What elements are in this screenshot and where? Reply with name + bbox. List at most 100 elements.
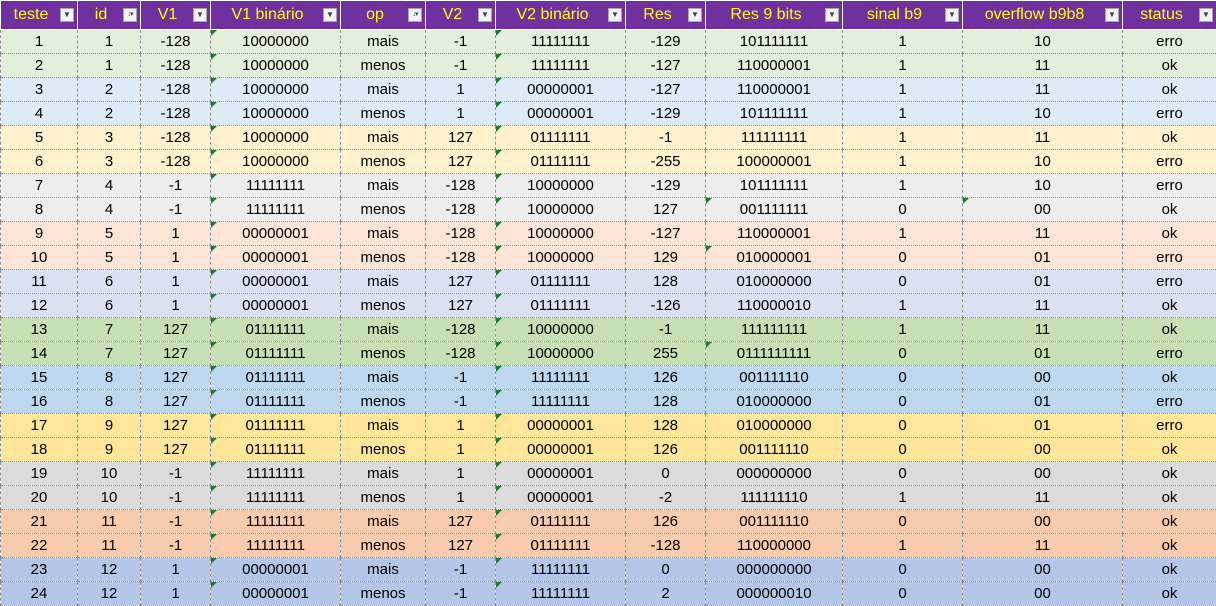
cell-v1-binario[interactable]: 00000001 [211, 582, 341, 606]
cell-status[interactable]: erro [1123, 150, 1216, 174]
cell-v2-binario[interactable]: 00000001 [496, 462, 626, 486]
cell-res[interactable]: -127 [626, 78, 706, 102]
cell-v2[interactable]: 127 [426, 534, 496, 558]
cell-res[interactable]: -126 [626, 294, 706, 318]
cell-teste[interactable]: 7 [1, 174, 78, 198]
column-header-res[interactable]: Res▼ [626, 1, 706, 30]
cell-v2[interactable]: -128 [426, 198, 496, 222]
cell-res[interactable]: 255 [626, 342, 706, 366]
cell-sinal-b9[interactable]: 0 [843, 462, 963, 486]
column-header-status[interactable]: status▼ [1123, 1, 1216, 30]
cell-sinal-b9[interactable]: 1 [843, 150, 963, 174]
cell-op[interactable]: menos [341, 342, 426, 366]
cell-v1[interactable]: 1 [141, 270, 211, 294]
cell-res[interactable]: 2 [626, 582, 706, 606]
cell-v2[interactable]: 127 [426, 270, 496, 294]
filter-dropdown-icon[interactable]: ▼ [323, 8, 337, 22]
cell-res[interactable]: -127 [626, 222, 706, 246]
column-header-v2-binario[interactable]: V2 binário▼ [496, 1, 626, 30]
cell-v2-binario[interactable]: 11111111 [496, 558, 626, 582]
column-header-v1-binario[interactable]: V1 binário▼ [211, 1, 341, 30]
cell-v2-binario[interactable]: 00000001 [496, 438, 626, 462]
cell-res[interactable]: 128 [626, 390, 706, 414]
cell-sinal-b9[interactable]: 1 [843, 78, 963, 102]
cell-sinal-b9[interactable]: 0 [843, 390, 963, 414]
cell-v1-binario[interactable]: 01111111 [211, 438, 341, 462]
cell-res-9-bits[interactable]: 101111111 [706, 30, 843, 54]
cell-v2-binario[interactable]: 01111111 [496, 270, 626, 294]
cell-v1[interactable]: -128 [141, 126, 211, 150]
cell-v1-binario[interactable]: 00000001 [211, 246, 341, 270]
cell-status[interactable]: erro [1123, 390, 1216, 414]
cell-v1-binario[interactable]: 10000000 [211, 126, 341, 150]
cell-teste[interactable]: 17 [1, 414, 78, 438]
cell-res-9-bits[interactable]: 111111111 [706, 126, 843, 150]
cell-sinal-b9[interactable]: 1 [843, 102, 963, 126]
cell-res-9-bits[interactable]: 101111111 [706, 102, 843, 126]
cell-teste[interactable]: 1 [1, 30, 78, 54]
cell-v1[interactable]: 127 [141, 342, 211, 366]
cell-res[interactable]: 128 [626, 270, 706, 294]
cell-v2-binario[interactable]: 01111111 [496, 126, 626, 150]
cell-op[interactable]: mais [341, 126, 426, 150]
cell-op[interactable]: mais [341, 366, 426, 390]
cell-overflow-b9b8[interactable]: 00 [963, 366, 1123, 390]
cell-op[interactable]: mais [341, 462, 426, 486]
cell-status[interactable]: ok [1123, 126, 1216, 150]
cell-res-9-bits[interactable]: 000000000 [706, 558, 843, 582]
cell-teste[interactable]: 14 [1, 342, 78, 366]
cell-id[interactable]: 6 [78, 270, 141, 294]
cell-op[interactable]: mais [341, 414, 426, 438]
cell-status[interactable]: ok [1123, 222, 1216, 246]
cell-res-9-bits[interactable]: 010000000 [706, 390, 843, 414]
cell-res[interactable]: 126 [626, 366, 706, 390]
cell-res-9-bits[interactable]: 001111110 [706, 438, 843, 462]
cell-res-9-bits[interactable]: 110000001 [706, 54, 843, 78]
cell-sinal-b9[interactable]: 1 [843, 126, 963, 150]
cell-status[interactable]: ok [1123, 486, 1216, 510]
cell-sinal-b9[interactable]: 1 [843, 222, 963, 246]
cell-v1[interactable]: -1 [141, 462, 211, 486]
cell-v1-binario[interactable]: 01111111 [211, 390, 341, 414]
cell-res-9-bits[interactable]: 110000001 [706, 78, 843, 102]
cell-op[interactable]: menos [341, 534, 426, 558]
cell-id[interactable]: 7 [78, 342, 141, 366]
cell-v1-binario[interactable]: 10000000 [211, 78, 341, 102]
cell-v2-binario[interactable]: 10000000 [496, 222, 626, 246]
cell-v2[interactable]: 1 [426, 414, 496, 438]
cell-teste[interactable]: 11 [1, 270, 78, 294]
cell-v2[interactable]: -128 [426, 246, 496, 270]
cell-v1-binario[interactable]: 00000001 [211, 294, 341, 318]
cell-v2[interactable]: -128 [426, 318, 496, 342]
cell-v1-binario[interactable]: 01111111 [211, 366, 341, 390]
cell-status[interactable]: ok [1123, 318, 1216, 342]
cell-teste[interactable]: 5 [1, 126, 78, 150]
cell-sinal-b9[interactable]: 1 [843, 174, 963, 198]
cell-id[interactable]: 11 [78, 534, 141, 558]
cell-res-9-bits[interactable]: 110000000 [706, 534, 843, 558]
cell-sinal-b9[interactable]: 0 [843, 582, 963, 606]
cell-res[interactable]: -128 [626, 534, 706, 558]
cell-op[interactable]: mais [341, 174, 426, 198]
cell-v1-binario[interactable]: 11111111 [211, 510, 341, 534]
filter-dropdown-icon[interactable]: ▼ [1105, 8, 1119, 22]
cell-teste[interactable]: 19 [1, 462, 78, 486]
cell-v2-binario[interactable]: 00000001 [496, 486, 626, 510]
cell-overflow-b9b8[interactable]: 00 [963, 558, 1123, 582]
filter-dropdown-icon[interactable]: ▼ [608, 8, 622, 22]
cell-v1[interactable]: 127 [141, 366, 211, 390]
cell-v1-binario[interactable]: 11111111 [211, 462, 341, 486]
cell-sinal-b9[interactable]: 0 [843, 414, 963, 438]
cell-sinal-b9[interactable]: 1 [843, 318, 963, 342]
cell-sinal-b9[interactable]: 0 [843, 558, 963, 582]
cell-res[interactable]: 126 [626, 510, 706, 534]
cell-overflow-b9b8[interactable]: 00 [963, 198, 1123, 222]
cell-v1-binario[interactable]: 01111111 [211, 414, 341, 438]
cell-sinal-b9[interactable]: 0 [843, 342, 963, 366]
cell-v1[interactable]: 1 [141, 222, 211, 246]
cell-overflow-b9b8[interactable]: 11 [963, 534, 1123, 558]
cell-overflow-b9b8[interactable]: 00 [963, 582, 1123, 606]
cell-overflow-b9b8[interactable]: 01 [963, 246, 1123, 270]
cell-v2-binario[interactable]: 01111111 [496, 150, 626, 174]
cell-res-9-bits[interactable]: 100000001 [706, 150, 843, 174]
